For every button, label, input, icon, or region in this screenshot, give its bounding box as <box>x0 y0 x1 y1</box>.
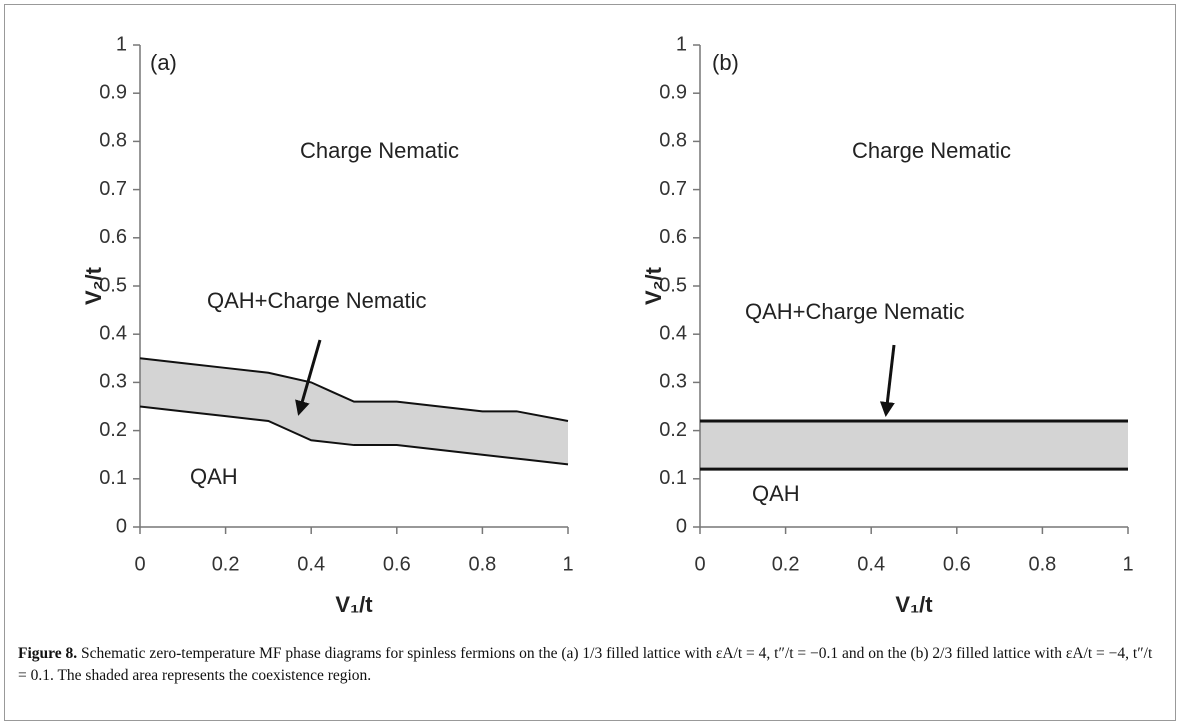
figure-frame <box>4 4 1176 721</box>
y-tick-label: 0.5 <box>659 274 687 296</box>
y-tick-label: 0.7 <box>659 178 687 200</box>
y-tick-label: 0 <box>116 515 127 537</box>
y-tick-label: 0.4 <box>99 322 127 344</box>
coexistence-region <box>700 420 1128 470</box>
y-tick-label: 1 <box>116 33 127 55</box>
caption-text: Schematic zero-temperature MF phase diag… <box>18 645 1153 684</box>
arrow <box>879 344 896 417</box>
y-tick-label: 0.8 <box>99 130 127 152</box>
y-tick-label: 0.7 <box>99 178 127 200</box>
y-tick-label: 0.5 <box>99 274 127 296</box>
x-tick-label: 0.4 <box>297 553 325 575</box>
y-tick-label: 0.2 <box>99 419 127 441</box>
caption: Figure 8. Schematic zero-temperature MF … <box>18 643 1158 687</box>
y-tick-label: 0.2 <box>659 419 687 441</box>
annotation: Charge Nematic <box>300 138 459 163</box>
axis-label: V₁/t <box>895 592 933 617</box>
y-tick-label: 0.6 <box>659 226 687 248</box>
y-tick-label: 0.9 <box>99 81 127 103</box>
y-tick-label: 0.8 <box>659 130 687 152</box>
y-tick-label: 1 <box>676 33 687 55</box>
annotation: QAH+Charge Nematic <box>207 288 426 313</box>
panel-label: (b) <box>712 50 739 75</box>
x-tick-label: 0 <box>694 553 705 575</box>
axis-label: V₁/t <box>335 592 373 617</box>
y-tick-label: 0.3 <box>99 371 127 393</box>
boundary-line <box>139 357 569 422</box>
y-tick-label: 0.6 <box>99 226 127 248</box>
annotation: QAH+Charge Nematic <box>745 299 964 324</box>
caption-label: Figure 8. <box>18 645 78 662</box>
y-tick-label: 0.4 <box>659 322 687 344</box>
x-tick-label: 0.4 <box>857 553 885 575</box>
x-tick-label: 0.8 <box>1028 553 1056 575</box>
boundary-line <box>139 405 569 466</box>
panel-label: (a) <box>150 50 177 75</box>
coexistence-region <box>140 358 568 465</box>
axis-label: V₂/t <box>641 266 666 305</box>
y-tick-label: 0 <box>676 515 687 537</box>
x-tick-label: 0.2 <box>212 553 240 575</box>
annotation: QAH <box>190 464 238 489</box>
x-tick-label: 1 <box>1122 553 1133 575</box>
axis-label: V₂/t <box>81 266 106 305</box>
y-tick-label: 0.1 <box>99 467 127 489</box>
y-tick-label: 0.9 <box>659 81 687 103</box>
x-tick-label: 0.6 <box>383 553 411 575</box>
arrow <box>295 339 322 416</box>
annotation: Charge Nematic <box>852 138 1011 163</box>
y-tick-label: 0.1 <box>659 467 687 489</box>
x-tick-label: 0.8 <box>468 553 496 575</box>
x-tick-label: 0.6 <box>943 553 971 575</box>
x-tick-label: 0 <box>134 553 145 575</box>
x-tick-label: 1 <box>562 553 573 575</box>
x-tick-label: 0.2 <box>772 553 800 575</box>
annotation: QAH <box>752 481 800 506</box>
y-tick-label: 0.3 <box>659 371 687 393</box>
